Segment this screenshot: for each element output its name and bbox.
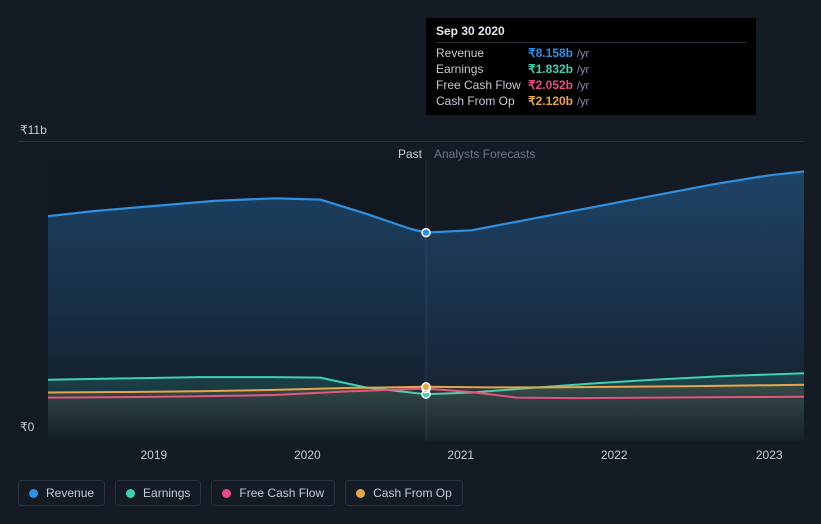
x-tick-2019: 2019 [140,448,167,462]
legend-swatch-earnings [126,489,135,498]
legend-label: Free Cash Flow [239,486,324,500]
tooltip-row-value: ₹8.158b [528,46,573,60]
legend-item-revenue[interactable]: Revenue [18,480,105,506]
x-tick-2022: 2022 [601,448,628,462]
legend-swatch-cfo [356,489,365,498]
tooltip-row-label: Earnings [436,62,528,76]
tooltip-date: Sep 30 2020 [436,24,746,43]
tooltip-row-value: ₹1.832b [528,62,573,76]
legend-label: Earnings [143,486,190,500]
legend-item-cfo[interactable]: Cash From Op [345,480,463,506]
section-label-past: Past [398,147,422,161]
legend-label: Revenue [46,486,94,500]
tooltip-row-revenue: Revenue₹8.158b/yr [436,45,746,61]
tooltip-row-unit: /yr [577,64,589,76]
tooltip-row-cash-from-op: Cash From Op₹2.120b/yr [436,93,746,109]
legend-item-fcf[interactable]: Free Cash Flow [211,480,335,506]
header-divider [18,141,804,142]
x-tick-2021: 2021 [447,448,474,462]
chart-legend: Revenue Earnings Free Cash Flow Cash From O… [18,480,463,506]
tooltip-row-earnings: Earnings₹1.832b/yr [436,61,746,77]
x-tick-2023: 2023 [756,448,783,462]
datapoint-tooltip: Sep 30 2020 Revenue₹8.158b/yrEarnings₹1.… [426,18,756,115]
legend-label: Cash From Op [373,486,452,500]
x-tick-2020: 2020 [294,448,321,462]
y-axis-top-label: ₹11b [20,123,47,137]
tooltip-row-unit: /yr [577,48,589,60]
legend-swatch-fcf [222,489,231,498]
tooltip-row-value: ₹2.052b [528,78,573,92]
marker-cfo [422,383,430,391]
tooltip-row-label: Cash From Op [436,94,528,108]
legend-swatch-revenue [29,489,38,498]
tooltip-row-unit: /yr [577,96,589,108]
tooltip-row-unit: /yr [577,80,589,92]
y-axis-bottom-label: ₹0 [20,420,34,434]
financials-chart[interactable] [48,160,804,441]
marker-revenue [422,229,430,237]
tooltip-row-label: Revenue [436,46,528,60]
section-label-forecast: Analysts Forecasts [434,147,535,161]
tooltip-row-value: ₹2.120b [528,94,573,108]
tooltip-row-label: Free Cash Flow [436,78,528,92]
tooltip-row-free-cash-flow: Free Cash Flow₹2.052b/yr [436,77,746,93]
legend-item-earnings[interactable]: Earnings [115,480,201,506]
